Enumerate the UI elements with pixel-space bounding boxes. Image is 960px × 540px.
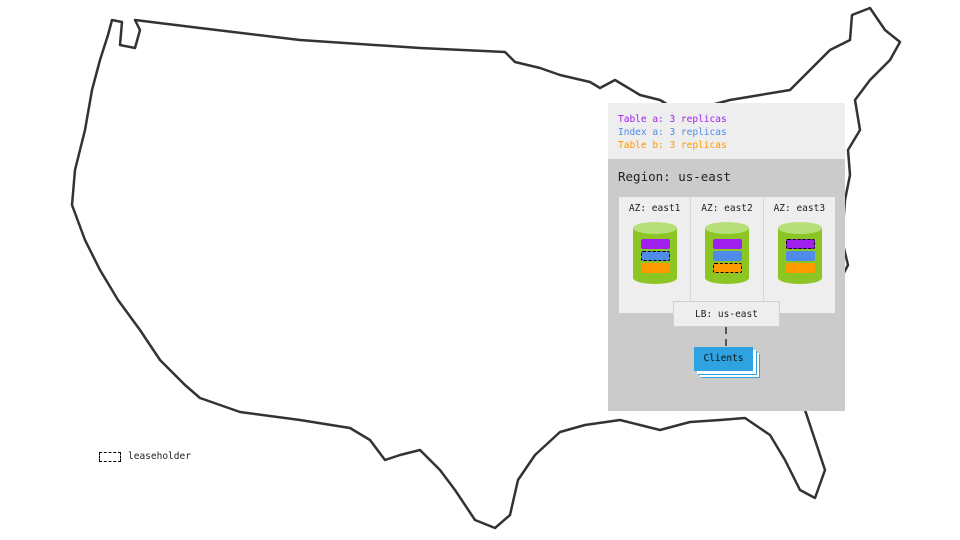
- replica-table-a: [641, 239, 670, 249]
- replica-table-b: [785, 263, 815, 273]
- az-east3: AZ: east3: [762, 197, 835, 313]
- az-east1: AZ: east1: [619, 197, 691, 313]
- az-label: AZ: east3: [773, 203, 826, 214]
- availability-zones: AZ: east1 AZ: east2 AZ: east3: [619, 197, 835, 313]
- replica-index-a: [713, 251, 743, 261]
- replica-table-b: [641, 263, 670, 273]
- replica-legend: Table a: 3 replicas Index a: 3 replicas …: [608, 103, 845, 159]
- replica-index-a-leaseholder: [641, 251, 670, 261]
- legend-table-b: Table b: 3 replicas: [618, 140, 727, 151]
- replica-table-a-leaseholder: [785, 239, 815, 249]
- az-label: AZ: east2: [701, 203, 753, 214]
- clients-box: Clients: [694, 347, 753, 371]
- legend-index-a: Index a: 3 replicas: [618, 127, 727, 138]
- leaseholder-key-label: leaseholder: [128, 451, 191, 462]
- region-panel: Table a: 3 replicas Index a: 3 replicas …: [608, 103, 845, 411]
- replica-table-a: [713, 239, 743, 249]
- az-east2: AZ: east2: [690, 197, 763, 313]
- leaseholder-key-icon: [99, 452, 121, 462]
- region-title: Region: us-east: [618, 169, 731, 184]
- load-balancer: LB: us-east: [673, 301, 780, 327]
- replica-index-a: [785, 251, 815, 261]
- replica-table-b-leaseholder: [713, 263, 743, 273]
- az-label: AZ: east1: [628, 203, 681, 214]
- legend-table-a: Table a: 3 replicas: [618, 114, 727, 125]
